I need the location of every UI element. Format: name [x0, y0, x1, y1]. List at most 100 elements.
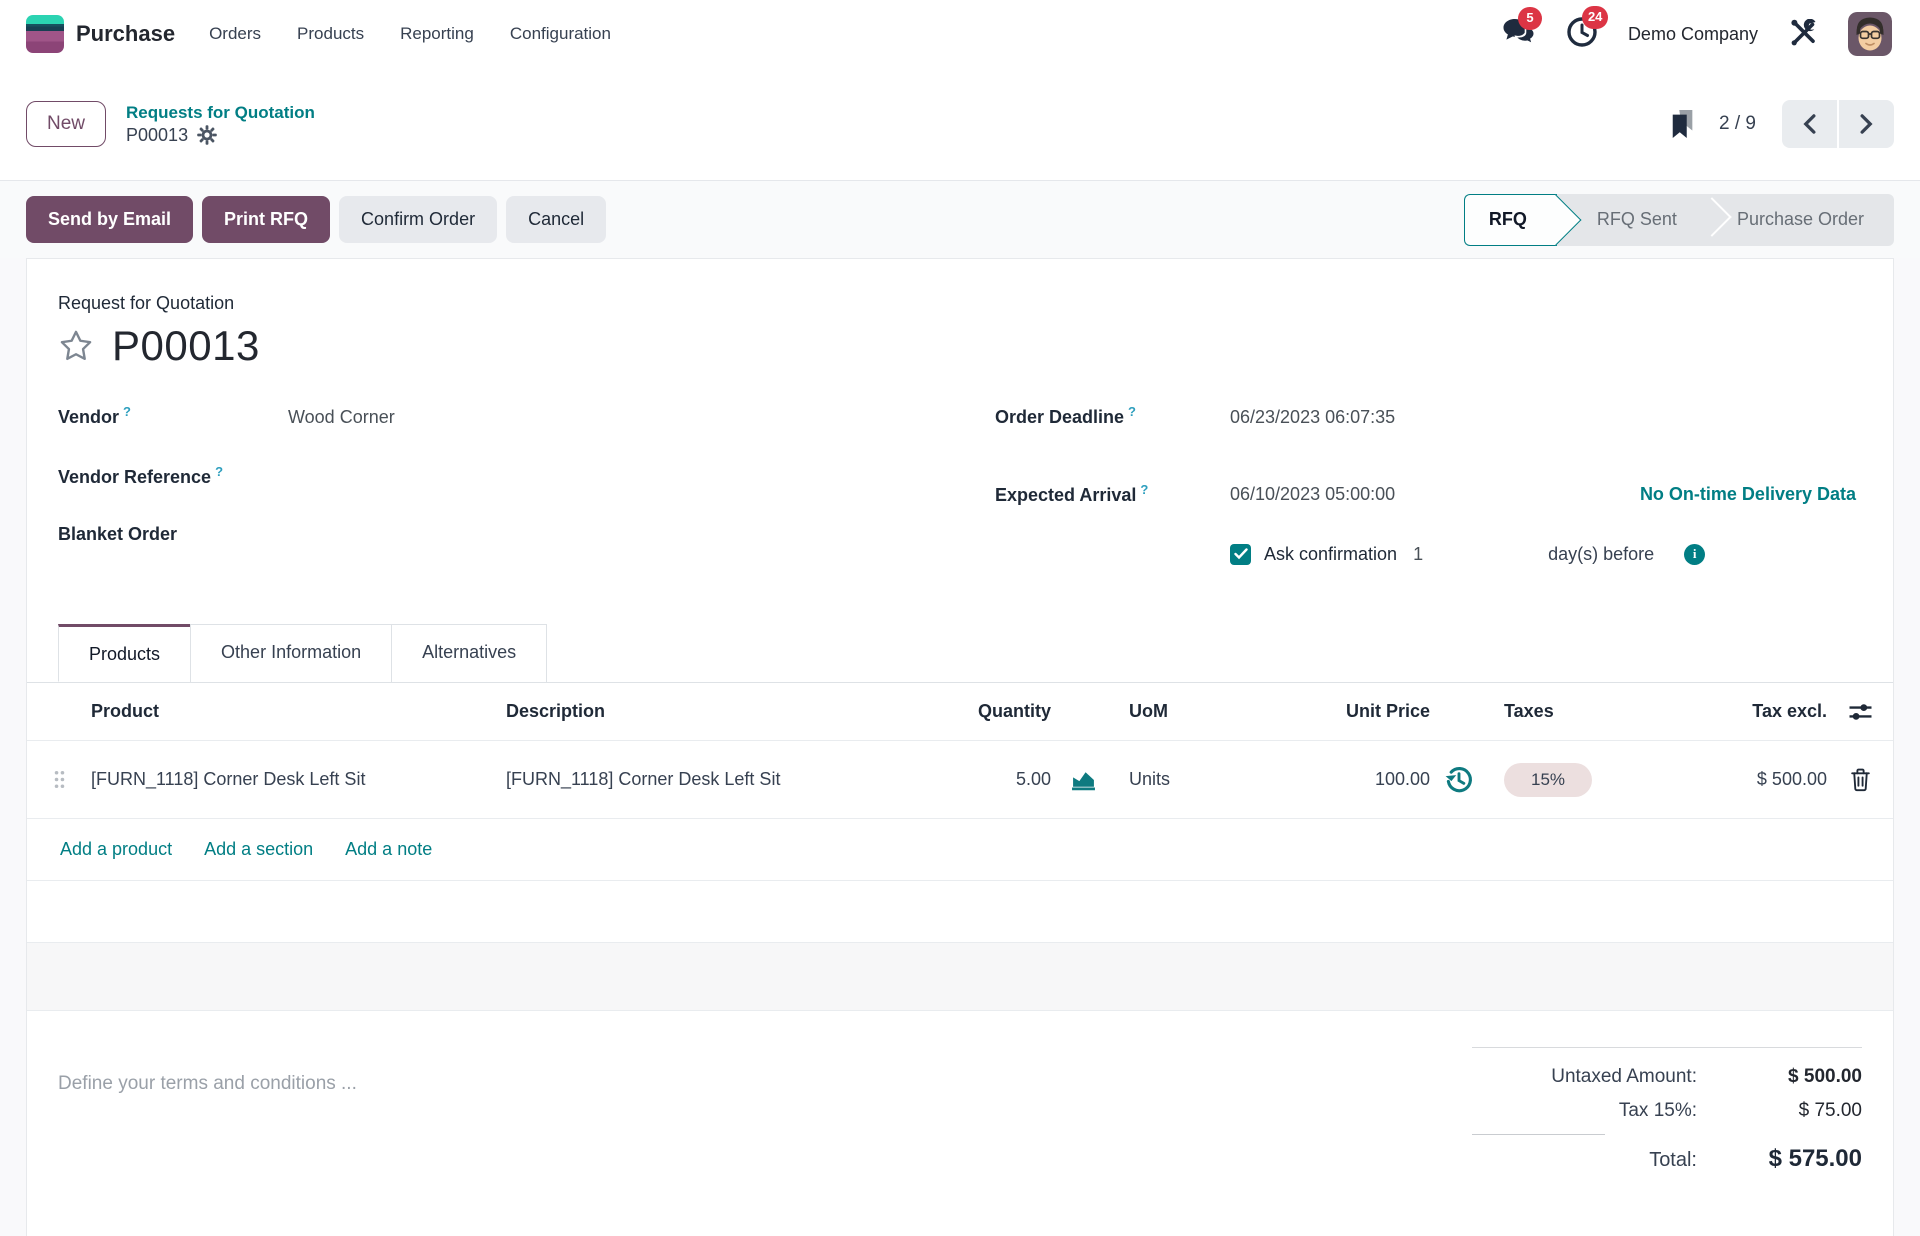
app-title: Purchase — [76, 21, 176, 46]
header-unit-price: Unit Price — [1345, 701, 1430, 721]
cancel-button[interactable]: Cancel — [506, 196, 607, 243]
header-quantity: Quantity — [977, 701, 1051, 721]
ontime-delivery-link[interactable]: No On-time Delivery Data — [1639, 483, 1856, 504]
tools-icon[interactable] — [1788, 19, 1818, 49]
totals-divider — [1472, 1134, 1605, 1135]
blanket-order-label: Blanket Order — [58, 524, 178, 544]
app-menu-button[interactable]: Purchase — [26, 15, 175, 53]
company-switcher[interactable]: Demo Company — [1627, 23, 1758, 44]
cell-taxes: 15% — [1488, 762, 1703, 797]
document-type-label: Request for Quotation — [58, 293, 235, 313]
ask-confirmation-label: Ask confirmation — [1264, 543, 1398, 564]
activities-badge: 24 — [1581, 5, 1609, 29]
cell-product[interactable]: [FURN_1118] Corner Desk Left Sit — [91, 769, 366, 789]
empty-table-row-striped — [27, 943, 1893, 1011]
table-header-row: Product Description Quantity UoM Unit Pr… — [27, 683, 1893, 741]
help-question-mark: ? — [215, 464, 224, 479]
breadcrumb: Requests for Quotation P00013 — [126, 103, 315, 146]
order-line-row: [FURN_1118] Corner Desk Left Sit [FURN_1… — [27, 741, 1893, 819]
expected-arrival-value[interactable]: 06/10/2023 05:00:00 — [1230, 483, 1396, 504]
notebook-tabs: Products Other Information Alternatives — [27, 624, 1893, 683]
untaxed-amount-value: $ 500.00 — [1788, 1066, 1862, 1087]
status-step-purchase-order[interactable]: Purchase Order — [1706, 193, 1894, 246]
cell-unit-price[interactable]: 100.00 — [1374, 769, 1430, 789]
totals-block: Untaxed Amount: $ 500.00 Tax 15%: $ 75.0… — [1472, 1047, 1862, 1185]
cell-quantity[interactable]: 5.00 — [1015, 769, 1051, 789]
help-question-mark: ? — [123, 404, 131, 419]
new-button[interactable]: New — [26, 101, 107, 147]
tax-value: $ 75.00 — [1798, 1100, 1862, 1121]
header-uom: UoM — [1129, 701, 1168, 721]
order-lines-table: Product Description Quantity UoM Unit Pr… — [27, 683, 1893, 1011]
cell-uom[interactable]: Units — [1129, 769, 1171, 789]
print-rfq-button[interactable]: Print RFQ — [202, 196, 331, 243]
vendor-reference-label: Vendor Reference? — [58, 464, 224, 487]
total-value: $ 575.00 — [1768, 1145, 1862, 1172]
add-line-row: Add a product Add a section Add a note — [27, 819, 1893, 881]
add-a-section-link[interactable]: Add a section — [204, 839, 314, 859]
left-field-group: Vendor? Wood Corner Vendor Reference? Bl… — [58, 404, 925, 584]
user-avatar[interactable] — [1848, 12, 1892, 56]
add-a-note-link[interactable]: Add a note — [345, 839, 433, 859]
breadcrumb-current: P00013 — [126, 124, 189, 145]
header-product: Product — [91, 701, 160, 721]
form-area: Request for Quotation P00013 Vendor? Woo… — [0, 258, 1920, 1236]
menu-orders[interactable]: Orders — [209, 24, 262, 43]
control-panel: New Requests for Quotation P00013 — [0, 68, 1920, 180]
price-history-icon[interactable] — [1430, 765, 1488, 795]
order-deadline-value[interactable]: 06/23/2023 06:07:35 — [1230, 407, 1396, 427]
pager-next-button[interactable] — [1839, 100, 1894, 148]
cell-description[interactable]: [FURN_1118] Corner Desk Left Sit — [506, 769, 781, 789]
header-subtotal: Tax excl. — [1752, 701, 1827, 721]
expected-arrival-label: Expected Arrival? — [995, 482, 1149, 505]
action-bar: Send by Email Print RFQ Confirm Order Ca… — [0, 180, 1920, 258]
empty-table-row — [27, 881, 1893, 943]
tab-alternatives[interactable]: Alternatives — [391, 624, 548, 682]
send-by-email-button[interactable]: Send by Email — [26, 196, 194, 243]
tab-products[interactable]: Products — [58, 624, 192, 682]
confirm-order-button[interactable]: Confirm Order — [339, 196, 498, 243]
breadcrumb-parent-link[interactable]: Requests for Quotation — [126, 102, 315, 122]
favorite-star-icon[interactable] — [58, 328, 94, 364]
activities-button[interactable]: 24 — [1566, 5, 1609, 53]
cell-subtotal: $ 500.00 — [1756, 769, 1827, 789]
terms-and-conditions-field[interactable]: Define your terms and conditions ... — [58, 1073, 357, 1094]
main-menu: Orders Products Reporting Configuration — [209, 24, 611, 44]
status-step-rfq-sent[interactable]: RFQ Sent — [1556, 193, 1707, 246]
menu-configuration[interactable]: Configuration — [509, 24, 611, 43]
form-sheet: Request for Quotation P00013 Vendor? Woo… — [26, 258, 1894, 1236]
menu-reporting[interactable]: Reporting — [400, 24, 474, 43]
purchase-app-icon — [26, 15, 64, 53]
confirmation-days-field[interactable]: 1 — [1413, 543, 1424, 564]
delete-line-icon[interactable] — [1827, 767, 1893, 792]
total-label: Total: — [1649, 1149, 1697, 1171]
days-before-label: day(s) before — [1548, 543, 1655, 564]
status-bar: RFQ RFQ Sent Purchase Order — [1463, 193, 1894, 246]
tax-tag[interactable]: 15% — [1504, 762, 1593, 797]
messages-button[interactable]: 5 — [1502, 6, 1542, 52]
help-question-mark: ? — [1128, 404, 1136, 419]
gear-icon[interactable] — [197, 125, 217, 145]
menu-products[interactable]: Products — [297, 24, 365, 43]
bottom-section: Define your terms and conditions ... Unt… — [27, 1011, 1893, 1185]
status-step-rfq[interactable]: RFQ — [1463, 193, 1557, 246]
info-icon[interactable]: i — [1684, 543, 1706, 565]
tax-label: Tax 15%: — [1618, 1100, 1697, 1121]
order-deadline-label: Order Deadline? — [995, 404, 1136, 427]
tab-other-information[interactable]: Other Information — [190, 624, 393, 682]
bookmark-icon[interactable] — [1669, 108, 1697, 140]
pager-counter: 2 / 9 — [1719, 113, 1756, 134]
help-question-mark: ? — [1140, 482, 1149, 497]
add-a-product-link[interactable]: Add a product — [60, 839, 173, 859]
vendor-value[interactable]: Wood Corner — [288, 407, 395, 427]
optional-columns-icon[interactable] — [1827, 701, 1893, 723]
header-description: Description — [506, 701, 606, 721]
document-reference[interactable]: P00013 — [112, 322, 260, 369]
top-navbar: Purchase Orders Products Reporting Confi… — [0, 0, 1920, 68]
pager-previous-button[interactable] — [1782, 100, 1837, 148]
drag-handle-icon[interactable] — [27, 770, 91, 789]
forecast-chart-icon[interactable] — [1051, 767, 1115, 792]
messages-badge: 5 — [1517, 6, 1542, 30]
ask-confirmation-checkbox[interactable] — [1230, 543, 1251, 565]
vendor-label: Vendor? — [58, 404, 131, 427]
